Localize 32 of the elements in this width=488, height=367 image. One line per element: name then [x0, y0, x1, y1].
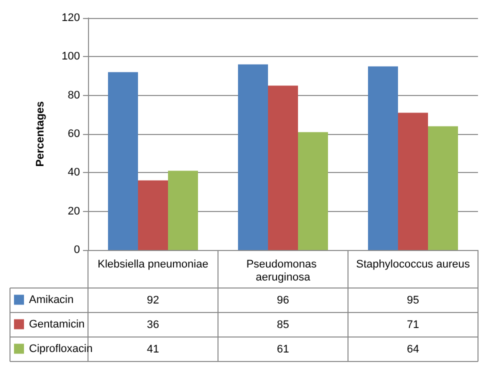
legend-label: Ciprofloxacin — [29, 342, 93, 355]
y-axis-title: Percentages — [34, 101, 46, 167]
x-tick-label: Klebsiella pneumoniae — [98, 258, 208, 270]
y-tick-label: 20 — [68, 205, 80, 218]
legend-label: Amikacin — [29, 294, 74, 306]
bar — [138, 180, 168, 250]
data-label: 85 — [276, 318, 290, 331]
y-tick-label: 60 — [68, 128, 80, 140]
bar — [428, 126, 458, 250]
data-label: 36 — [146, 318, 160, 331]
y-tick-label: 40 — [68, 166, 80, 179]
bar — [238, 64, 268, 250]
data-label: 92 — [146, 294, 160, 306]
y-tick-label: 80 — [68, 89, 80, 102]
y-tick-label: 120 — [62, 12, 80, 24]
bar — [268, 86, 298, 250]
bar — [398, 112, 428, 250]
data-label: 61 — [276, 343, 290, 356]
x-tick-label: Staphylococcus aureus — [356, 258, 470, 270]
bar — [298, 132, 328, 250]
x-tick-label: Pseudomonas aeruginosa — [246, 258, 320, 284]
y-tick-label: 0 — [74, 244, 80, 256]
bar — [368, 66, 398, 250]
data-label: 64 — [406, 343, 420, 356]
y-tick-label: 100 — [62, 50, 80, 63]
data-label: 71 — [406, 318, 420, 331]
data-label: 41 — [146, 343, 160, 356]
legend-label: Gentamicin — [29, 318, 85, 330]
bar — [108, 72, 138, 250]
data-label: 95 — [406, 294, 420, 306]
bar — [168, 170, 198, 250]
data-label: 96 — [276, 294, 290, 306]
